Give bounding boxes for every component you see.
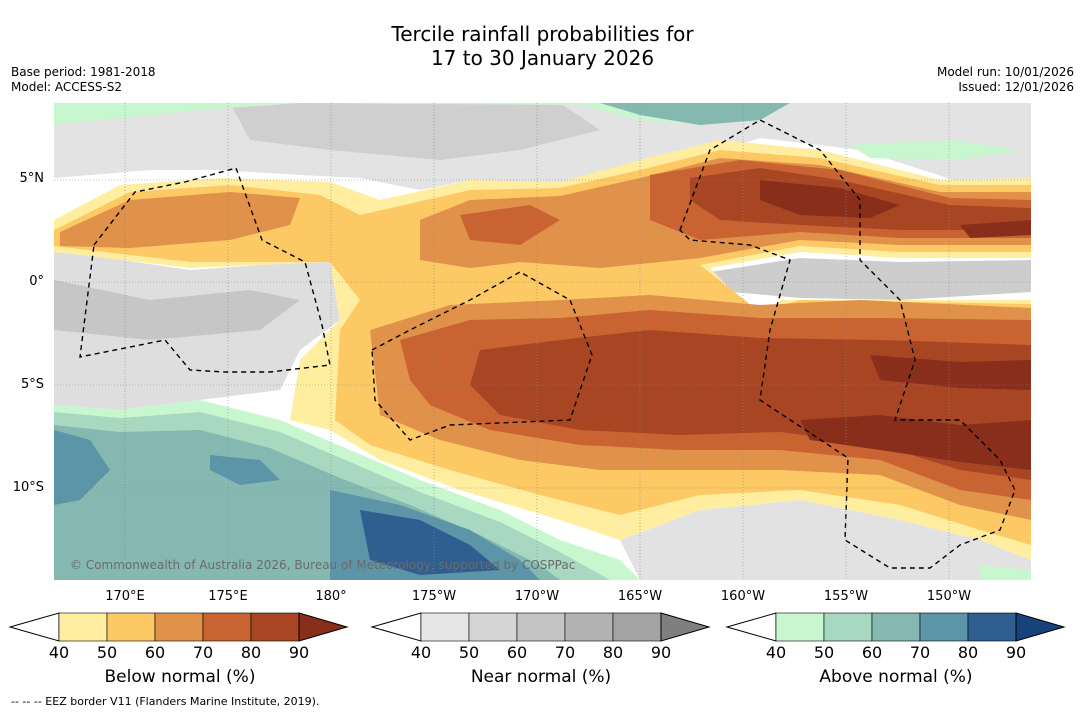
lon-label: 170°E xyxy=(105,589,145,604)
eez-border xyxy=(371,271,593,441)
title-line-2: 17 to 30 January 2026 xyxy=(430,46,655,70)
colorbar-below-bin xyxy=(154,612,204,642)
above-normal-south-80 xyxy=(360,510,500,575)
colorbar-near-bin xyxy=(564,612,614,642)
colorbar-above-bin xyxy=(823,612,873,642)
colorbar-title-above: Above normal (%) xyxy=(819,667,973,687)
eez-border xyxy=(679,119,1016,569)
colorbar-tick: 80 xyxy=(957,643,979,662)
gridlines xyxy=(54,103,1031,580)
colorbar-below-under xyxy=(8,612,60,642)
lat-label: 5°N xyxy=(19,171,45,186)
lon-label: 155°W xyxy=(823,589,869,604)
colorbar-tick: 80 xyxy=(602,643,624,662)
lon-label: 175°W xyxy=(411,589,457,604)
colorbar-tick: 40 xyxy=(765,643,787,662)
colorbar-title-near: Near normal (%) xyxy=(470,667,612,687)
colorbar-tick: 50 xyxy=(813,643,835,662)
model-text: Model: ACCESS-S2 xyxy=(11,80,123,94)
near-normal-north-dark xyxy=(230,103,600,160)
lon-label: 180° xyxy=(315,589,347,604)
colorbar-tick: 70 xyxy=(554,643,576,662)
colorbar-near-bin xyxy=(468,612,518,642)
colorbar-tick: 60 xyxy=(861,643,883,662)
lat-label: 10°S xyxy=(12,480,44,495)
lon-label: 160°W xyxy=(720,589,766,604)
eez-legend-note: -- -- -- EEZ border V11 (Flanders Marine… xyxy=(11,695,320,708)
colorbar-tick: 50 xyxy=(458,643,480,662)
copyright-notice: © Commonwealth of Australia 2026, Bureau… xyxy=(70,558,576,572)
colorbar-tick: 40 xyxy=(48,643,70,662)
colorbar-tick: 70 xyxy=(192,643,214,662)
base-period-text: Base period: 1981-2018 xyxy=(11,65,156,79)
above-normal-north-40 xyxy=(54,103,1020,160)
colorbar-tick: 80 xyxy=(240,643,262,662)
colorbar-near-normal xyxy=(370,612,711,642)
run-info: Model run: 10/01/2026 Issued: 12/01/2026 xyxy=(937,65,1074,95)
colorbar-tick: 90 xyxy=(650,643,672,662)
colorbar-below-bin xyxy=(202,612,252,642)
colorbar-above-under xyxy=(725,612,777,642)
colorbar-below-over xyxy=(298,612,349,642)
lon-label: 175°E xyxy=(208,589,248,604)
lon-label: 165°W xyxy=(617,589,663,604)
colorbar-above-over xyxy=(1015,612,1066,642)
colorbar-above-bin xyxy=(967,612,1017,642)
colorbar-tick: 40 xyxy=(410,643,432,662)
above-normal-north-60 xyxy=(600,103,790,125)
colorbar-above-bin xyxy=(871,612,921,642)
lon-label: 150°W xyxy=(926,589,972,604)
colorbar-near-over xyxy=(660,612,711,642)
colorbar-below-bin xyxy=(250,612,300,642)
issued-text: Issued: 12/01/2026 xyxy=(958,80,1074,94)
colorbar-near-bin xyxy=(420,612,470,642)
colorbar-tick: 90 xyxy=(1005,643,1027,662)
colorbar-near-bin xyxy=(612,612,662,642)
probability-field xyxy=(54,103,1031,580)
colorbar-below-normal xyxy=(8,612,349,642)
colorbar-tick: 50 xyxy=(96,643,118,662)
colorbar-above-normal xyxy=(725,612,1066,642)
colorbar-title-below: Below normal (%) xyxy=(104,667,256,687)
model-run-text: Model run: 10/01/2026 xyxy=(936,65,1074,79)
lon-label: 170°W xyxy=(514,589,560,604)
near-normal-south xyxy=(620,500,1031,580)
eez-border xyxy=(79,167,331,373)
below-normal-80 xyxy=(470,168,1031,480)
colorbar-above-bin xyxy=(919,612,969,642)
colorbar-below-bin xyxy=(106,612,156,642)
near-normal-west-dark xyxy=(54,280,300,340)
colorbar-above-bin xyxy=(775,612,825,642)
lat-label: 5°S xyxy=(20,377,44,392)
title-line-1: Tercile rainfall probabilities for xyxy=(391,22,694,46)
map-title: Tercile rainfall probabilities for 17 to… xyxy=(0,22,1085,70)
colorbar-tick: 60 xyxy=(144,643,166,662)
below-normal-90 xyxy=(760,180,1031,470)
colorbar-near-bin xyxy=(516,612,566,642)
colorbar-tick: 90 xyxy=(288,643,310,662)
colorbar-tick: 60 xyxy=(506,643,528,662)
colorbar-near-under xyxy=(370,612,422,642)
colorbar-below-bin xyxy=(58,612,108,642)
colorbar-tick: 70 xyxy=(909,643,931,662)
lat-label: 0° xyxy=(29,274,44,289)
near-normal-east-band xyxy=(710,258,1031,300)
model-info: Base period: 1981-2018 Model: ACCESS-S2 xyxy=(11,65,156,95)
